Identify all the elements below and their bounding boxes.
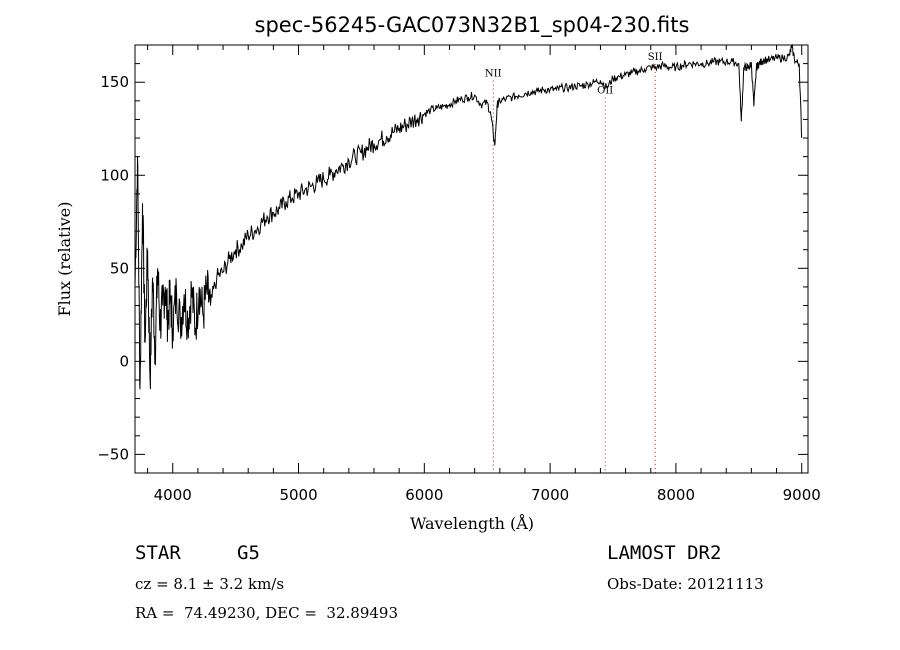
y-tick-label: −50 [97,445,129,463]
chart-title: spec-56245-GAC073N32B1_sp04-230.fits [255,13,690,38]
x-axis-label: Wavelength (Å) [410,513,534,533]
y-tick-label: 100 [100,166,129,184]
spectral-line-label: NII [485,69,502,80]
plot-frame [134,44,809,474]
y-tick-label: 0 [119,352,129,370]
axis-ticks: 4000 5000 6000 7000 8000 9000 −50 0 50 100 150 [97,44,821,504]
object-class: STAR [135,542,181,564]
spectrum-series-line [134,43,803,390]
y-tick-label: 150 [100,73,129,91]
x-tick-label: 7000 [531,486,569,504]
spectral-line-label: SII [648,52,663,63]
spectral-line-label: OII [597,85,613,96]
x-tick-label: 4000 [154,486,192,504]
observation-date: Obs-Date: 20121113 [607,575,764,593]
object-subclass: G5 [237,542,260,564]
spectral-lines: NII OII SII [485,52,663,473]
coordinates: RA = 74.49230, DEC = 32.89493 [135,604,399,622]
y-tick-label: 50 [110,259,129,277]
redshift-cz: cz = 8.1 ± 3.2 km/s [135,575,285,593]
survey-name: LAMOST DR2 [607,542,722,564]
x-tick-label: 5000 [279,486,317,504]
x-tick-label: 8000 [657,486,695,504]
y-axis-label: Flux (relative) [55,202,74,317]
x-tick-label: 6000 [405,486,443,504]
x-tick-label: 9000 [783,486,821,504]
